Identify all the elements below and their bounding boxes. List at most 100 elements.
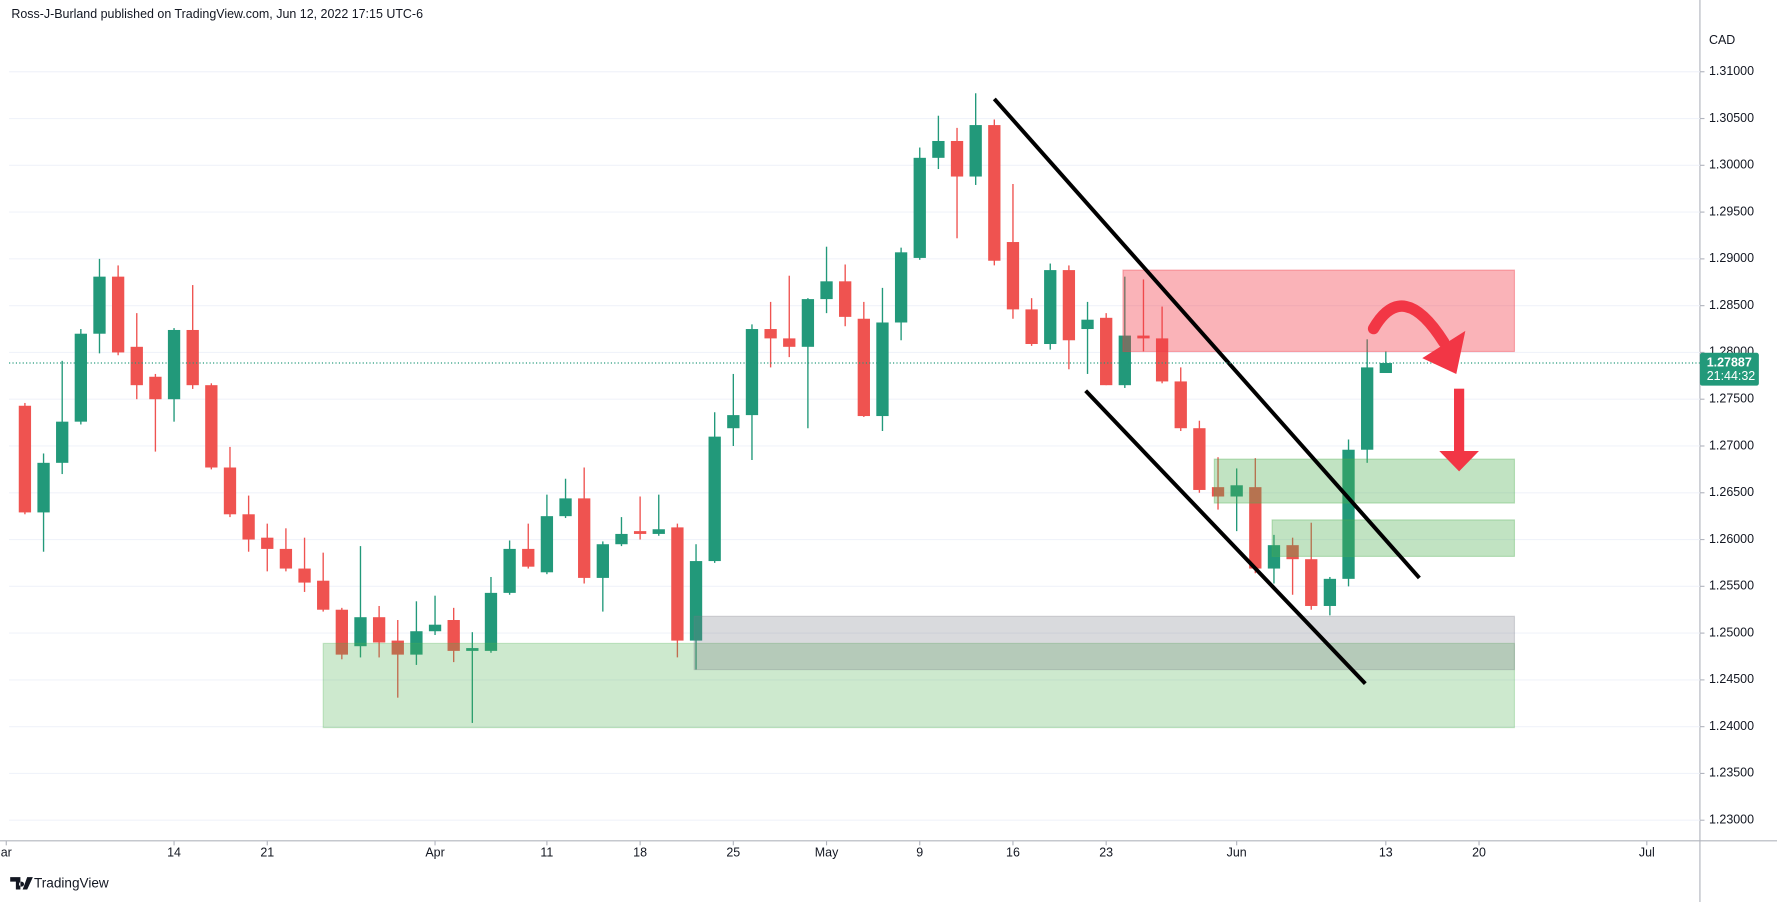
candle-body bbox=[857, 318, 870, 417]
candle-body bbox=[801, 299, 815, 347]
x-tick-label: 25 bbox=[726, 846, 740, 860]
candle-body bbox=[969, 125, 982, 177]
y-tick-label: 1.28500 bbox=[1709, 298, 1754, 312]
candle-body bbox=[1342, 449, 1355, 579]
candle-body bbox=[205, 385, 218, 468]
candle-body bbox=[839, 281, 852, 317]
candle-body bbox=[1100, 317, 1113, 386]
candle-body bbox=[1361, 367, 1374, 450]
candle-body bbox=[149, 376, 162, 400]
y-axis-label: CAD bbox=[1709, 33, 1735, 47]
y-tick-label: 1.23000 bbox=[1709, 813, 1754, 827]
y-tick-label: 1.26000 bbox=[1709, 532, 1754, 546]
last-price-label: 1.27887 bbox=[1707, 355, 1752, 369]
candle-body bbox=[633, 531, 647, 534]
x-tick-label: Jul bbox=[1639, 846, 1655, 860]
candle-body bbox=[298, 568, 311, 583]
annotation-arrows bbox=[1367, 300, 1479, 472]
candle-body bbox=[261, 537, 274, 549]
candle-body bbox=[130, 346, 143, 386]
candle-body bbox=[1211, 487, 1225, 497]
y-tick-label: 1.25500 bbox=[1709, 579, 1754, 593]
zone bbox=[322, 642, 1516, 729]
down-arrow-shaft bbox=[1454, 388, 1465, 453]
y-tick-label: 1.25000 bbox=[1709, 625, 1754, 639]
candle-body bbox=[466, 648, 479, 651]
candle-body bbox=[876, 322, 889, 417]
y-tick-label: 1.27000 bbox=[1709, 438, 1754, 452]
candle-body bbox=[335, 609, 348, 655]
candle-body bbox=[727, 415, 740, 429]
candle-body bbox=[372, 617, 386, 643]
x-tick-label: May bbox=[815, 846, 839, 860]
zone bbox=[1213, 458, 1516, 504]
candle-body bbox=[1006, 242, 1020, 310]
trend-line bbox=[992, 97, 1421, 580]
candle-body bbox=[111, 276, 125, 353]
candle-body bbox=[484, 592, 498, 651]
candle-body bbox=[279, 548, 293, 569]
candle-body bbox=[1118, 335, 1131, 386]
candle-body bbox=[1230, 485, 1243, 497]
candle-body bbox=[596, 544, 609, 578]
x-tick-label: Jun bbox=[1227, 846, 1247, 860]
candle-body bbox=[167, 329, 181, 400]
candle-body bbox=[578, 498, 591, 578]
candle-body bbox=[1305, 559, 1318, 606]
candle-body bbox=[1249, 487, 1262, 569]
candle-body bbox=[56, 421, 69, 463]
candle-body bbox=[317, 580, 330, 610]
candle-body bbox=[671, 527, 684, 641]
x-tick-label: Apr bbox=[425, 846, 444, 860]
candle-body bbox=[1155, 338, 1169, 382]
x-tick-label: 9 bbox=[916, 846, 923, 860]
logo: TradingView bbox=[10, 875, 109, 890]
candles bbox=[18, 93, 1392, 723]
y-tick-label: 1.23500 bbox=[1709, 766, 1754, 780]
y-tick-label: 1.24500 bbox=[1709, 672, 1754, 686]
candle-body bbox=[913, 157, 926, 258]
candle-body bbox=[894, 252, 908, 323]
y-tick-label: 1.29000 bbox=[1709, 251, 1754, 265]
candle-body bbox=[932, 140, 945, 158]
candle-body bbox=[186, 329, 199, 386]
countdown-label: 21:44:32 bbox=[1707, 369, 1756, 383]
candle-body bbox=[391, 640, 404, 655]
x-tick-label: 21 bbox=[260, 846, 274, 860]
logo-icon bbox=[10, 877, 33, 890]
down-arrow-head bbox=[1439, 451, 1479, 472]
trend-line bbox=[1084, 389, 1367, 685]
candle-body bbox=[745, 329, 759, 416]
candle-body bbox=[950, 140, 964, 177]
candle-body bbox=[428, 624, 442, 632]
candle-body bbox=[1062, 270, 1076, 341]
candle-body bbox=[988, 125, 1001, 261]
candle-body bbox=[18, 405, 32, 513]
x-tick-label: 13 bbox=[1379, 846, 1393, 860]
curved-arrow bbox=[1367, 300, 1450, 348]
candle-body bbox=[1267, 545, 1281, 569]
candle-body bbox=[1286, 545, 1299, 560]
candle-body bbox=[820, 281, 833, 300]
candle-body bbox=[1044, 270, 1057, 345]
candle-body bbox=[354, 617, 367, 647]
candle-body bbox=[37, 462, 50, 513]
zone bbox=[1122, 269, 1516, 353]
candle-body bbox=[410, 631, 423, 655]
candle-body bbox=[615, 533, 628, 545]
candle-body bbox=[1025, 309, 1038, 345]
x-tick-label: ar bbox=[1, 846, 12, 860]
x-tick-label: 20 bbox=[1472, 846, 1486, 860]
y-tick-label: 1.30000 bbox=[1709, 158, 1754, 172]
y-tick-label: 1.31000 bbox=[1709, 64, 1754, 78]
curved-arrow-head bbox=[1422, 330, 1466, 374]
candle-body bbox=[540, 516, 554, 573]
x-tick-label: 11 bbox=[540, 846, 553, 860]
candle-body bbox=[708, 436, 721, 562]
y-tick-label: 1.24000 bbox=[1709, 719, 1754, 733]
candle-body bbox=[74, 333, 87, 422]
candle-body bbox=[503, 548, 516, 593]
